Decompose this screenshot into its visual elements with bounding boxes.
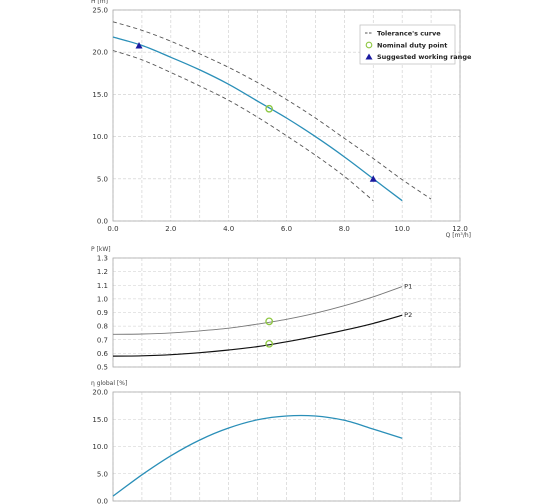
legend-triangle-icon [365,53,373,60]
legend-label: Nominal duty point [377,42,447,50]
y-tick-label: 0.6 [97,350,109,358]
x-tick-label: 0.0 [107,225,118,233]
y-tick-label: 15.0 [92,416,108,424]
power-curve-p2 [112,314,403,357]
series-label: P2 [404,311,412,319]
x-tick-label: 8.0 [339,225,350,233]
power-chart: 0.5 0.6 0.7 0.8 0.9 1.0 1.1 1.2 1.3 P [kW] P1 P2 [91,246,461,372]
tolerance-curve-lower [112,50,374,202]
y-tick-label: 0.0 [97,498,108,504]
y-axis-label: H [m] [91,0,108,5]
y-tick-label: 0.9 [97,309,108,317]
power-curve-p1 [112,286,403,335]
nominal-duty-point [265,339,273,348]
x-axis-label: Q [m³/h] [446,232,471,239]
y-axis-label: η global [%] [91,380,127,387]
y-tick-label: 0.0 [97,218,108,226]
legend-label: Suggested working range [377,53,472,61]
y-tick-label: 20.0 [92,389,108,397]
x-tick-label: 12.0 [452,225,468,233]
y-tick-label: 0.5 [97,364,108,372]
working-range-marker [135,41,143,49]
y-tick-label: 10.0 [92,443,108,451]
plot-frame [112,257,461,368]
y-tick-label: 10.0 [92,133,108,141]
y-tick-label: 5.0 [97,175,108,183]
y-tick-label: 1.3 [97,255,108,263]
nominal-duty-point [265,104,273,113]
working-range-marker [369,175,377,182]
x-tick-label: 10.0 [394,225,410,233]
y-axis-label: P [kW] [91,246,111,253]
y-tick-label: 5.0 [97,470,108,478]
tolerance-curve-upper [112,21,432,200]
y-tick-label: 1.0 [97,295,108,303]
x-tick-label: 4.0 [223,225,234,233]
y-tick-label: 0.7 [97,336,108,344]
y-tick-label: 0.8 [97,323,108,331]
legend-box [359,24,456,65]
efficiency-chart: 0.0 5.0 10.0 15.0 20.0 η global [%] [91,380,461,504]
y-tick-label: 1.1 [97,282,108,290]
head-chart: 0.0 5.0 10.0 15.0 20.0 25.0 H [m] 0.0 2.0 4.0 6.0 8… [91,0,472,239]
series-label: P1 [404,283,412,291]
x-tick-label: 2.0 [165,225,176,233]
legend-circle-icon [365,41,373,49]
head-curve [112,36,403,202]
y-tick-label: 1.2 [97,268,108,276]
plot-frame [112,391,461,502]
nominal-duty-point [265,317,273,326]
x-tick-label: 6.0 [281,225,292,233]
y-tick-label: 15.0 [92,91,108,99]
efficiency-curve [112,414,403,497]
y-tick-label: 25.0 [92,7,108,15]
y-tick-label: 20.0 [92,49,108,57]
legend-label: Tolerance's curve [377,30,441,38]
plot-frame [112,9,461,222]
